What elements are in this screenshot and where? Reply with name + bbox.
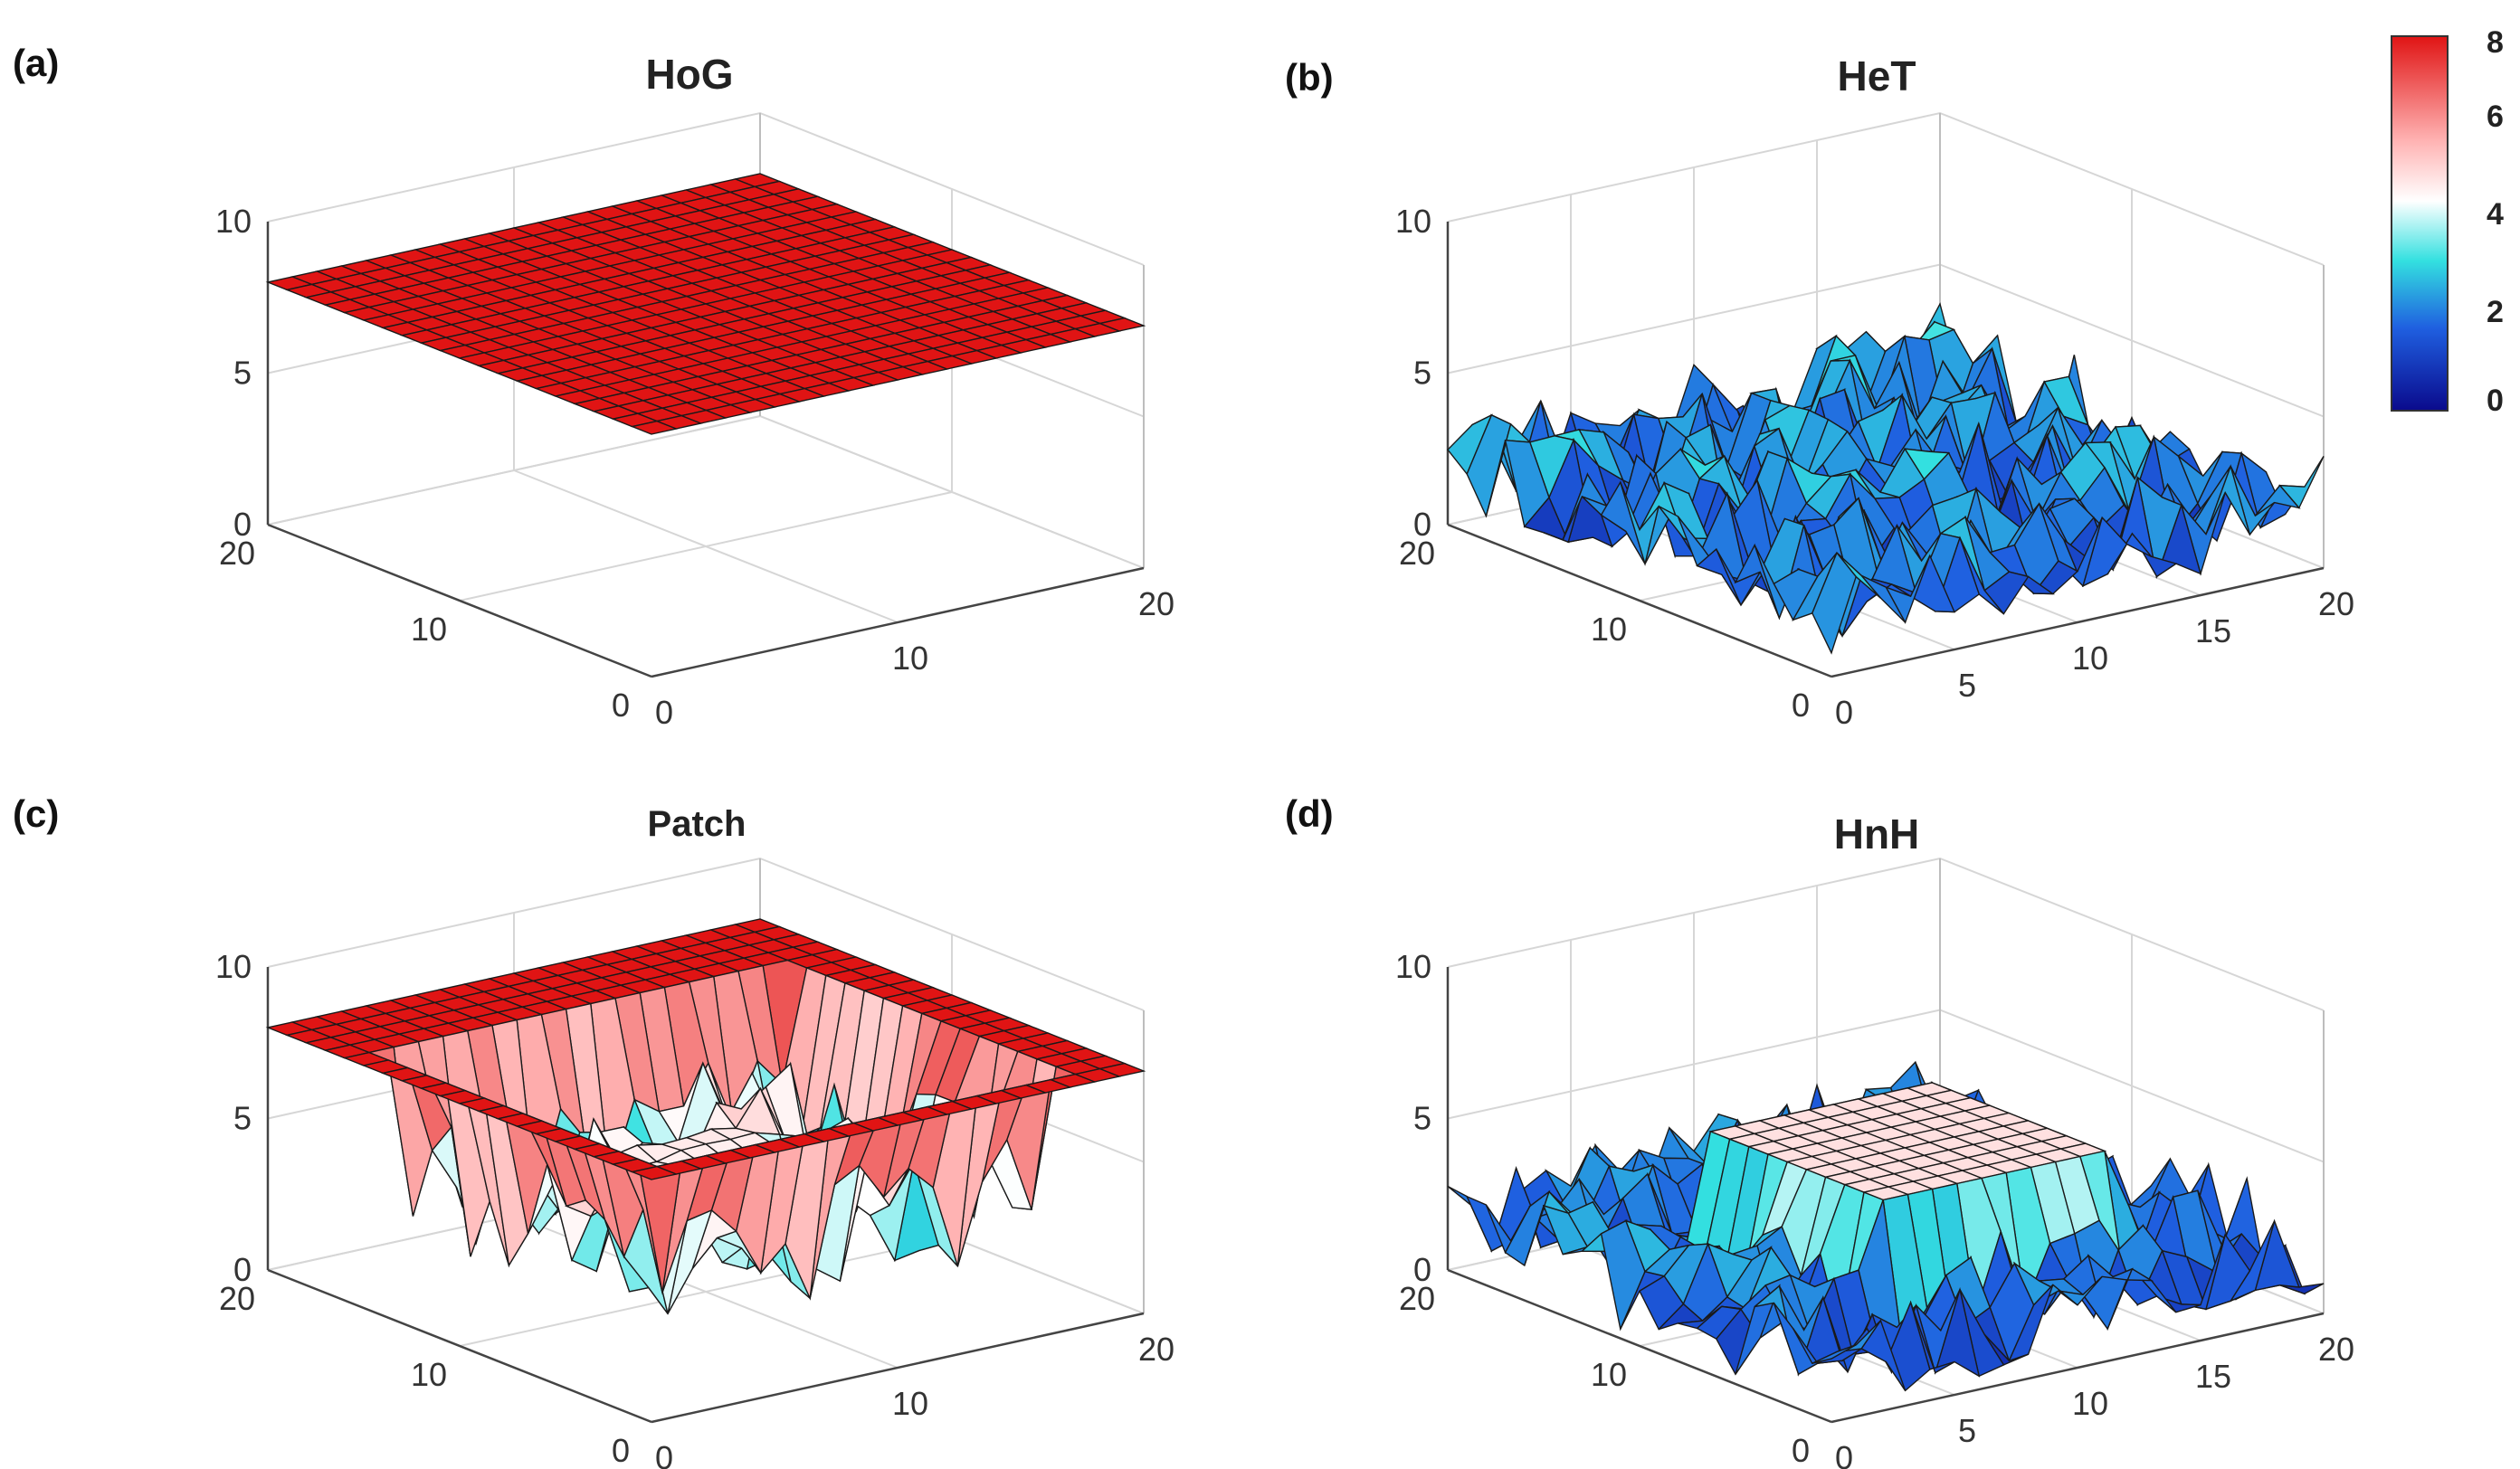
- z-tick-label: 10: [1395, 948, 1431, 985]
- surface: [265, 173, 1146, 435]
- colorbar-tick: 6: [2487, 100, 2504, 134]
- colorbar-tick: 8: [2487, 25, 2504, 60]
- x-tick-label: 20: [2318, 585, 2354, 622]
- chart-title: HoG: [645, 51, 733, 98]
- surface-cell: [1812, 551, 1857, 655]
- x-axis-line: [1831, 566, 2325, 678]
- z-tick-label: 0: [233, 1251, 252, 1288]
- y-tick-label: 10: [1591, 1356, 1627, 1393]
- y-axis-line: [1447, 523, 1832, 678]
- chart-title: Patch: [648, 804, 746, 844]
- z-tick-label: 10: [215, 948, 252, 985]
- chart-title: HeT: [1838, 52, 1916, 100]
- z-tick-label: 5: [233, 1100, 252, 1137]
- y-tick-label: 20: [219, 535, 255, 572]
- panel-label: (c): [13, 792, 59, 835]
- x-tick-label: 0: [655, 1439, 673, 1469]
- colorbar: 8 6 4 2 0: [2391, 25, 2504, 418]
- grid-line: [1447, 111, 2325, 266]
- y-axis-line: [267, 523, 652, 678]
- surface-cell: [1812, 1344, 1857, 1364]
- colorbar-tick: 0: [2487, 384, 2504, 418]
- surface: [265, 918, 1146, 1315]
- y-tick-label: 0: [612, 1432, 630, 1469]
- x-tick-label: 15: [2195, 1358, 2231, 1395]
- y-tick-label: 20: [1399, 535, 1435, 572]
- panel-label: (a): [13, 42, 59, 84]
- x-tick-label: 5: [1958, 667, 1976, 704]
- z-tick-label: 0: [233, 506, 252, 543]
- surface-cell: [630, 1165, 679, 1180]
- y-axis-line: [267, 1268, 652, 1424]
- x-tick-label: 0: [1835, 694, 1853, 731]
- z-tick-label: 0: [1413, 506, 1431, 543]
- x-tick-label: 20: [1138, 1331, 1174, 1368]
- z-tick-label: 5: [1413, 1100, 1431, 1137]
- surface-cell: [630, 420, 679, 435]
- x-axis-line: [1831, 1312, 2325, 1424]
- y-tick-label: 0: [1792, 1432, 1810, 1469]
- x-axis-line: [651, 1312, 1145, 1424]
- x-tick-label: 20: [2318, 1331, 2354, 1368]
- surface: [1447, 302, 2325, 655]
- z-tick-label: 0: [1413, 1251, 1431, 1288]
- x-tick-label: 10: [892, 640, 928, 677]
- x-axis-line: [651, 566, 1145, 678]
- x-tick-label: 5: [1958, 1412, 1976, 1449]
- x-tick-label: 15: [2195, 612, 2231, 649]
- x-tick-label: 0: [655, 694, 673, 731]
- x-tick-label: 10: [2072, 640, 2108, 677]
- x-tick-label: 20: [1138, 585, 1174, 622]
- colorbar-tick: 4: [2487, 197, 2504, 232]
- z-tick-label: 10: [215, 203, 252, 240]
- y-tick-label: 10: [1591, 611, 1627, 648]
- y-tick-label: 10: [411, 611, 447, 648]
- x-tick-label: 0: [1835, 1439, 1853, 1469]
- colorbar-tick: 2: [2487, 295, 2504, 329]
- y-tick-label: 0: [612, 687, 630, 724]
- grid-line: [459, 491, 953, 602]
- z-tick-label: 10: [1395, 203, 1431, 240]
- z-tick-label: 5: [1413, 355, 1431, 392]
- y-tick-label: 10: [411, 1356, 447, 1393]
- grid-line: [267, 414, 1145, 569]
- y-tick-label: 20: [219, 1280, 255, 1317]
- chart-title: HnH: [1834, 810, 1920, 858]
- x-tick-label: 10: [892, 1385, 928, 1422]
- axes-walls: [1446, 111, 2325, 678]
- x-tick-label: 10: [2072, 1385, 2108, 1422]
- y-tick-label: 20: [1399, 1280, 1435, 1317]
- z-tick-label: 5: [233, 355, 252, 392]
- panel-label: (d): [1285, 792, 1334, 835]
- grid-line: [459, 1237, 953, 1347]
- grid-line: [1447, 857, 2325, 1011]
- surface: [1447, 1060, 2325, 1392]
- panel-label: (b): [1285, 56, 1334, 99]
- y-axis-line: [1447, 1268, 1832, 1424]
- y-tick-label: 0: [1792, 687, 1810, 724]
- colorbar-gradient: [2391, 35, 2449, 412]
